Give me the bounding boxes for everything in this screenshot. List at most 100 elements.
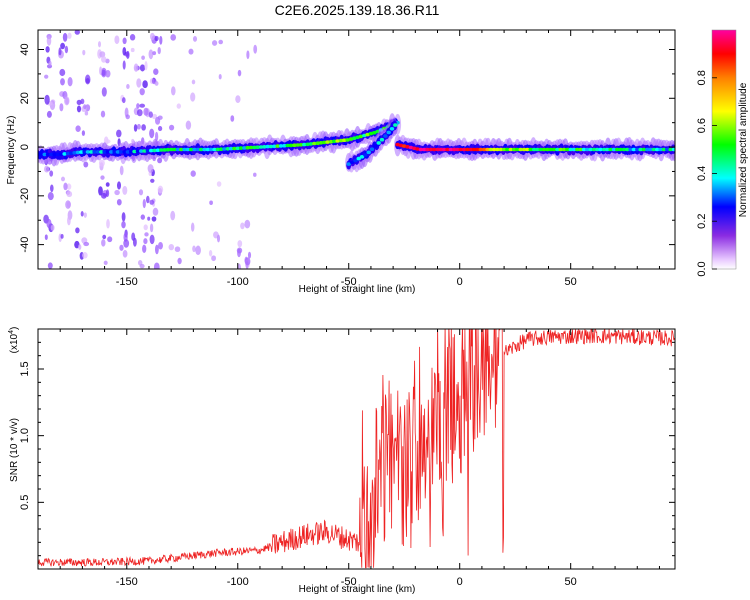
ridge-core [648, 147, 653, 152]
ridge-core [175, 147, 180, 152]
ridge-core [565, 147, 570, 152]
noise-speck [84, 111, 89, 116]
x-tick-label: 50 [565, 276, 577, 288]
ridge-core [415, 147, 420, 151]
noise-speck [83, 212, 87, 218]
colorbar-ticks: 0.0 0.2 0.4 0.6 0.8 [696, 70, 717, 277]
noise-speck [154, 81, 159, 86]
ridge-core [438, 147, 443, 152]
noise-speck [99, 51, 106, 58]
noise-speck [43, 165, 50, 173]
noise-speck [142, 244, 147, 254]
ridge-core [89, 150, 94, 154]
ridge-core [538, 147, 543, 152]
ridge-core [422, 147, 427, 152]
ridge-core [198, 147, 204, 152]
ridge-core [238, 146, 244, 150]
noise-speck [82, 49, 86, 56]
noise-speck [116, 129, 122, 138]
ridge-core [212, 147, 217, 152]
ridge-core [521, 147, 527, 152]
ridge-core [432, 147, 437, 152]
ridge-core [511, 147, 517, 152]
ridge-core [551, 147, 557, 152]
noise-speck [132, 237, 137, 247]
noise-speck [211, 40, 218, 46]
ridge-core [245, 145, 250, 150]
y-tick-label: 1.0 [19, 428, 31, 443]
noise-speck [106, 219, 110, 229]
noise-speck [46, 218, 52, 229]
ridge-core [159, 148, 164, 152]
noise-speck [81, 130, 86, 136]
ridge-core [412, 146, 417, 151]
spectrogram-y-axis-label: Frequency (Hz) [6, 116, 17, 185]
spectrogram-noise [42, 30, 258, 269]
noise-speck [218, 39, 224, 45]
noise-speck [66, 183, 72, 190]
ridge-core [179, 147, 184, 152]
ridge-core [398, 143, 404, 148]
colorbar-tick-label: 0.8 [696, 70, 708, 85]
ridge-core [548, 147, 553, 152]
y-tick-label: 40 [19, 43, 31, 55]
noise-speck [126, 84, 130, 89]
ridge-core [498, 147, 503, 152]
ridge-core [515, 147, 520, 152]
ridge-core [495, 147, 500, 152]
noise-speck [105, 139, 111, 144]
ridge-core [356, 156, 361, 161]
x-tick-label: -50 [341, 576, 357, 588]
noise-speck [45, 46, 50, 53]
ridge-core [188, 147, 194, 152]
chart-title: C2E6.2025.139.18.36.R11 [275, 2, 440, 18]
ridge-core [353, 158, 358, 163]
ridge-core [501, 147, 507, 152]
ridge-core [578, 147, 583, 152]
noise-speck [153, 68, 159, 76]
noise-speck [65, 200, 71, 209]
ridge-core [591, 147, 597, 152]
noise-speck [145, 195, 150, 204]
noise-speck [122, 249, 128, 258]
noise-speck [133, 124, 138, 132]
ridge-core [365, 132, 370, 137]
ridge-core [468, 147, 473, 152]
ridge-core [109, 150, 114, 154]
noise-speck [211, 255, 216, 262]
ridge-core [561, 147, 567, 152]
noise-speck [83, 161, 89, 168]
noise-speck [192, 245, 196, 253]
ridge-core [315, 141, 320, 145]
ridge-core [262, 145, 267, 149]
noise-speck [48, 60, 52, 67]
noise-speck [140, 214, 146, 220]
ridge-core [235, 146, 240, 151]
x-tick-label: 0 [457, 576, 463, 588]
y-tick-label: -20 [19, 188, 31, 204]
colorbar-label: Normalized spectral amplitude [738, 82, 749, 217]
noise-speck [101, 56, 107, 63]
noise-speck [190, 92, 196, 102]
snr-panel: -150 -100 -50 0 50 0.5 1.0 1.5 Height of strai… [8, 327, 676, 595]
noise-speck [100, 67, 107, 78]
ridge-core [478, 147, 483, 152]
ridge-core [395, 142, 400, 147]
ridge-core [618, 147, 623, 152]
ridge-core [585, 147, 590, 152]
snr-series-line [38, 329, 675, 569]
ridge-core [418, 147, 424, 152]
ridge-core [628, 147, 633, 152]
noise-speck [83, 104, 87, 110]
ridge-core [355, 135, 360, 140]
ridge-core [225, 147, 230, 151]
ridge-core [39, 152, 44, 157]
noise-speck [143, 238, 148, 245]
ridge-core [99, 150, 104, 154]
ridge-core [645, 147, 650, 152]
snr-scale-exponent: 4 [8, 330, 15, 334]
ridge-core [195, 147, 200, 152]
noise-speck [122, 37, 127, 45]
noise-speck [47, 262, 53, 269]
